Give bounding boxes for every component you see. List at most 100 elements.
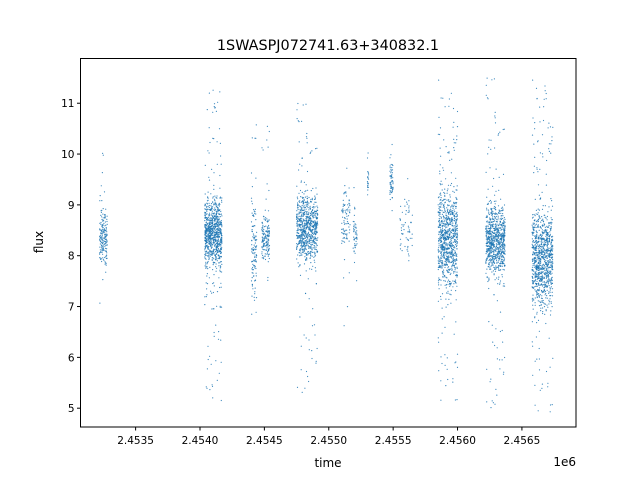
data-point xyxy=(443,220,445,222)
data-point xyxy=(485,245,487,247)
data-point xyxy=(265,198,267,200)
data-point xyxy=(355,240,357,242)
data-point xyxy=(535,255,537,257)
data-point xyxy=(441,222,443,224)
data-point xyxy=(306,223,309,225)
data-point xyxy=(449,208,452,210)
data-point xyxy=(104,214,106,217)
data-point xyxy=(391,176,393,178)
data-point xyxy=(494,241,496,243)
data-point xyxy=(486,232,488,234)
data-point xyxy=(342,240,344,242)
data-point xyxy=(487,248,489,250)
data-point xyxy=(452,190,454,192)
data-point xyxy=(437,248,439,250)
data-point xyxy=(303,334,305,336)
data-point xyxy=(302,244,304,246)
data-point xyxy=(401,232,403,235)
data-point xyxy=(441,225,443,227)
data-point xyxy=(490,238,492,240)
data-point xyxy=(214,204,216,206)
data-point xyxy=(452,233,454,235)
data-point xyxy=(301,165,303,167)
data-point xyxy=(219,142,221,144)
data-point xyxy=(543,277,546,279)
data-point xyxy=(392,177,394,179)
data-point xyxy=(503,263,505,265)
data-point xyxy=(490,221,493,223)
data-point xyxy=(533,281,535,283)
data-point xyxy=(485,242,487,245)
data-point xyxy=(500,245,502,247)
data-point xyxy=(303,248,305,250)
data-point xyxy=(265,245,267,247)
data-point xyxy=(211,227,213,229)
data-point xyxy=(102,258,104,260)
data-point xyxy=(453,233,455,235)
data-point xyxy=(494,226,496,228)
data-point xyxy=(299,236,301,238)
data-point xyxy=(497,266,499,268)
data-point xyxy=(298,211,300,213)
data-point xyxy=(453,280,455,282)
data-point xyxy=(540,237,543,239)
data-point xyxy=(448,269,450,271)
data-point xyxy=(343,237,345,239)
data-point xyxy=(206,244,208,246)
data-point xyxy=(208,232,210,234)
data-point xyxy=(104,262,107,264)
data-point xyxy=(219,231,221,233)
data-point xyxy=(493,228,496,230)
data-point xyxy=(268,130,270,133)
data-point xyxy=(547,268,549,270)
data-point xyxy=(487,250,489,252)
data-point xyxy=(311,268,313,270)
data-point xyxy=(537,257,540,259)
data-point xyxy=(447,208,449,210)
data-point xyxy=(299,189,302,192)
data-point xyxy=(442,216,444,218)
data-point xyxy=(268,219,270,221)
data-point xyxy=(500,223,502,225)
data-point xyxy=(349,209,351,211)
data-point xyxy=(303,181,305,183)
data-point xyxy=(205,229,207,232)
data-point xyxy=(252,266,254,269)
data-point xyxy=(492,257,494,259)
data-point xyxy=(486,268,488,270)
data-point xyxy=(315,230,318,232)
data-point xyxy=(499,218,501,220)
data-point xyxy=(438,211,440,213)
data-point xyxy=(210,290,212,292)
data-point xyxy=(206,250,208,253)
data-point xyxy=(314,211,316,213)
data-point xyxy=(536,251,538,253)
data-point xyxy=(503,128,505,130)
data-point xyxy=(502,250,504,252)
data-point xyxy=(493,207,495,209)
data-point xyxy=(438,246,440,248)
data-point xyxy=(486,242,488,244)
data-point xyxy=(447,266,450,268)
data-point xyxy=(538,238,540,240)
data-point xyxy=(297,208,299,210)
data-point xyxy=(106,254,108,256)
data-point xyxy=(367,178,370,180)
data-point xyxy=(546,226,549,228)
data-point xyxy=(353,187,355,189)
data-point xyxy=(492,216,494,218)
data-point xyxy=(263,243,265,245)
data-point xyxy=(533,274,535,276)
data-point xyxy=(451,213,453,215)
data-point xyxy=(502,215,504,217)
data-point xyxy=(221,199,223,201)
data-point xyxy=(452,107,455,110)
data-point xyxy=(494,258,497,260)
data-point xyxy=(312,233,314,235)
data-point xyxy=(544,271,546,273)
data-point xyxy=(440,206,442,208)
data-point xyxy=(492,185,494,187)
data-point xyxy=(218,221,221,223)
data-point xyxy=(437,268,439,271)
data-point xyxy=(213,172,215,174)
